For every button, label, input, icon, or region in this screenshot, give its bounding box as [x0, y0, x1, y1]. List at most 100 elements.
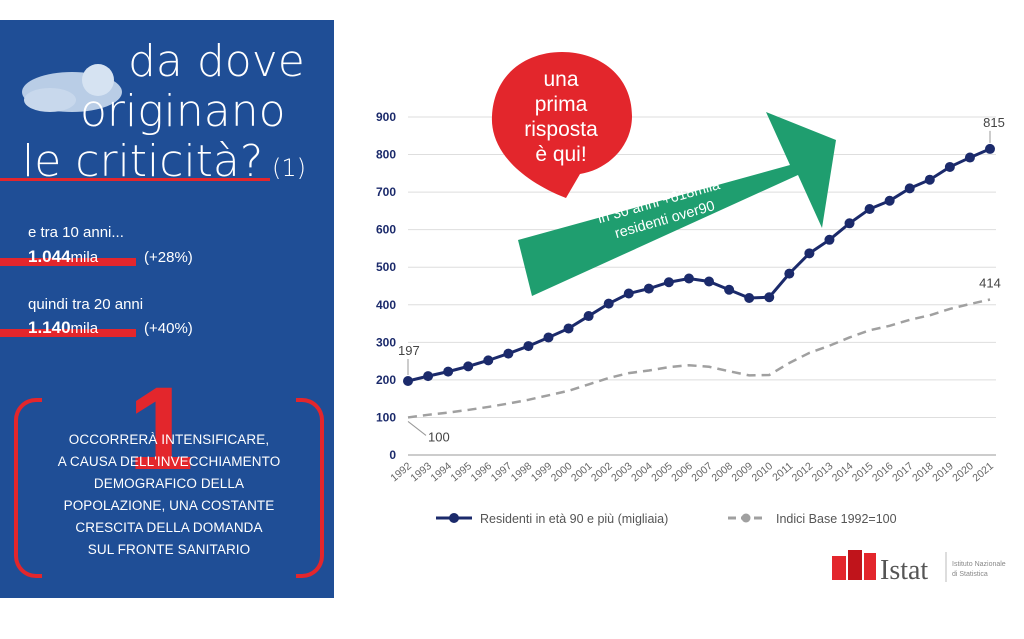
chart-legend: Residenti in età 90 e più (migliaia) Ind… — [436, 512, 897, 526]
left-bracket — [14, 398, 42, 578]
istat-logo-mark-1 — [832, 556, 846, 580]
headline-note: (1) — [272, 154, 306, 182]
series-residents-point — [924, 174, 935, 185]
label-residents-last: 815 — [983, 115, 1005, 130]
series-residents-point — [964, 152, 975, 163]
body-line-6: SUL FRONTE SANITARIO — [87, 542, 251, 557]
series-residents — [403, 143, 995, 387]
y-tick-label: 800 — [376, 148, 396, 162]
label-index-last: 414 — [979, 276, 1001, 291]
y-tick-label: 100 — [376, 410, 396, 424]
body-line-1: OCCORRERÀ INTENSIFICARE, — [68, 432, 270, 447]
series-index — [407, 298, 991, 419]
series-index-line — [407, 298, 991, 419]
istat-logo-mark-3 — [864, 553, 876, 580]
x-tick-label: 1992 — [388, 460, 414, 484]
x-tick-label: 2005 — [649, 460, 675, 484]
legend-label-residents: Residenti in età 90 e più (migliaia) — [480, 512, 668, 526]
series-residents-point — [864, 204, 875, 215]
stat1-number: 1.044 — [28, 247, 71, 266]
x-tick-label: 2000 — [549, 460, 575, 484]
series-residents-point — [443, 366, 454, 377]
series-residents-point — [543, 332, 554, 343]
y-tick-label: 0 — [389, 448, 396, 462]
series-residents-point — [884, 195, 895, 206]
x-tick-label: 1995 — [449, 460, 475, 484]
x-tick-label: 2011 — [770, 460, 795, 484]
x-tick-label: 1994 — [428, 460, 454, 484]
series-residents-point — [824, 234, 835, 245]
series-residents-point — [704, 276, 715, 287]
series-residents-point — [985, 143, 995, 154]
y-tick-label: 400 — [376, 298, 396, 312]
label-index-first: 100 — [428, 429, 450, 444]
headline-line-2: originano — [80, 86, 286, 137]
y-tick-label: 700 — [376, 185, 396, 199]
stat2-label: quindi tra 20 anni — [28, 296, 144, 313]
x-tick-label: 1999 — [529, 460, 555, 484]
x-tick-label: 2007 — [689, 460, 715, 484]
stat2-percent: (+40%) — [144, 320, 193, 337]
series-residents-point — [724, 284, 735, 295]
body-line-4: POPOLAZIONE, UNA COSTANTE — [63, 498, 275, 513]
x-tick-label: 2021 — [970, 460, 996, 484]
data-labels: 197 815 100 414 — [398, 115, 1005, 445]
y-tick-label: 200 — [376, 373, 396, 387]
bubble-line-3: risposta — [524, 118, 598, 141]
stat2-number: 1.140 — [28, 318, 71, 337]
x-axis: 1992199319941995199619971998199920002001… — [388, 454, 996, 484]
istat-logo: Istat Istituto Nazionale di Statistica — [832, 550, 1006, 586]
y-tick-label: 600 — [376, 223, 396, 237]
legend-item-index: Indici Base 1992=100 — [728, 512, 897, 526]
x-tick-label: 2001 — [569, 460, 595, 484]
x-tick-label: 2003 — [609, 460, 635, 484]
series-residents-point — [523, 341, 534, 352]
x-tick-label: 2020 — [950, 460, 976, 484]
answer-bubble-shape — [491, 52, 632, 198]
y-axis: 0 100 200 300 400 500 600 700 800 900 — [376, 110, 396, 462]
bubble-line-4: è qui! — [535, 143, 586, 166]
series-residents-point — [503, 348, 514, 359]
series-residents-point — [583, 311, 594, 322]
series-residents-point — [904, 183, 915, 194]
stat2-value: 1.140mila — [28, 318, 98, 338]
x-tick-label: 2014 — [830, 460, 856, 484]
series-residents-point — [804, 248, 815, 259]
istat-logo-name: Istat — [880, 555, 928, 586]
answer-bubble: una prima risposta è qui! — [491, 52, 632, 198]
y-tick-label: 500 — [376, 260, 396, 274]
y-tick-label: 900 — [376, 110, 396, 124]
series-residents-point — [844, 218, 855, 229]
headline-underline — [0, 178, 270, 181]
series-residents-point — [764, 292, 775, 303]
series-residents-point — [944, 161, 955, 172]
growth-arrow-shape — [518, 112, 836, 296]
series-residents-point — [563, 323, 574, 334]
series-residents-point — [643, 283, 654, 294]
series-residents-point — [623, 288, 634, 299]
bubble-line-1: una — [543, 68, 578, 91]
series-residents-point — [483, 355, 494, 366]
bubble-line-2: prima — [535, 93, 588, 116]
stat2-bar — [0, 329, 136, 337]
stat1-bar — [0, 258, 136, 266]
x-tick-label: 2010 — [750, 460, 776, 484]
x-tick-label: 2018 — [910, 460, 936, 484]
x-tick-label: 2015 — [850, 460, 876, 484]
stat1-label: e tra 10 anni... — [28, 224, 124, 241]
x-tick-label: 1996 — [469, 460, 495, 484]
x-tick-label: 1998 — [509, 460, 535, 484]
point-number: 1 — [128, 363, 194, 495]
body-line-5: CRESCITA DELLA DOMANDA — [75, 520, 263, 535]
series-residents-point — [744, 293, 755, 304]
series-residents-point — [663, 277, 674, 288]
x-tick-label: 2004 — [629, 460, 655, 484]
series-residents-point — [603, 298, 614, 309]
series-residents-point — [403, 376, 413, 387]
istat-logo-sub-2: di Statistica — [952, 571, 988, 578]
left-panel: da dove originano le criticità? (1) e tr… — [0, 20, 334, 598]
series-residents-point — [683, 273, 694, 284]
x-tick-label: 2008 — [709, 460, 735, 484]
series-residents-point — [784, 268, 795, 279]
